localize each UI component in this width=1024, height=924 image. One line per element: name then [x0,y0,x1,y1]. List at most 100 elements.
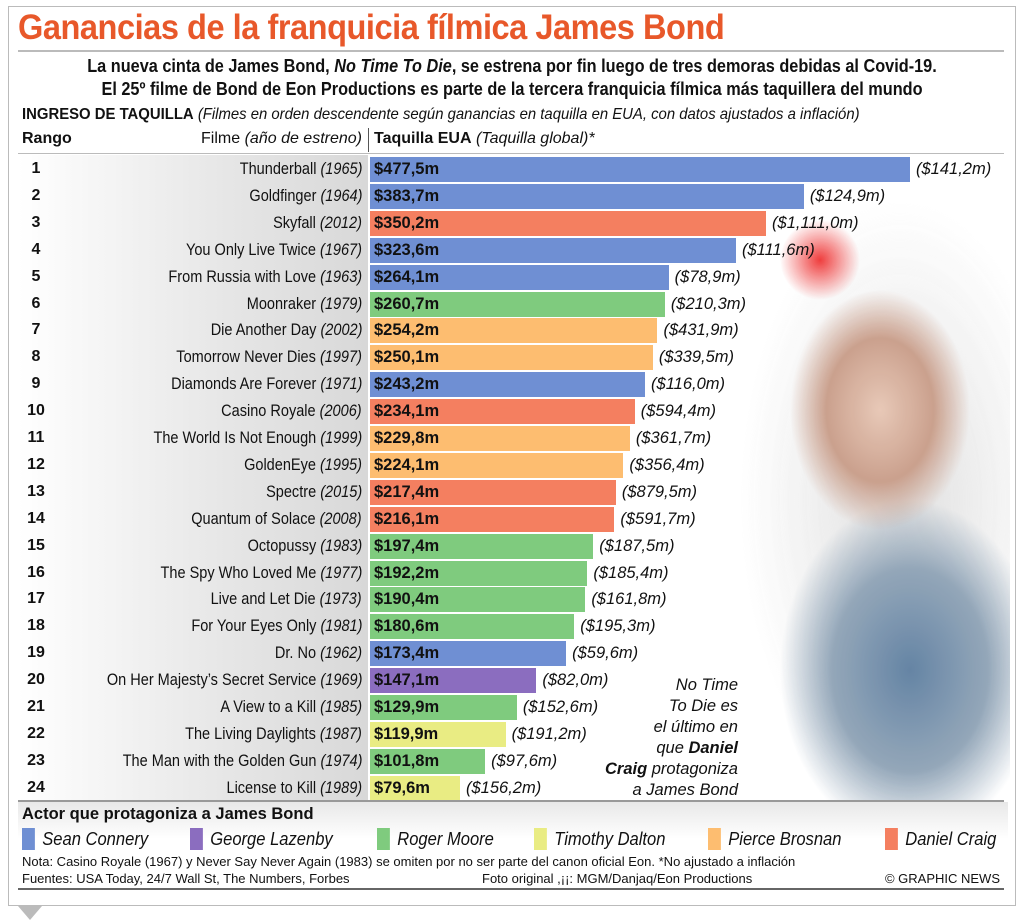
table-row: 11 The World Is Not Enough (1999) $229,8m (… [18,426,1008,451]
footnote: Nota: Casino Royale (1967) y Never Say N… [22,854,796,869]
box-header: Taquilla EUA (Taquilla global)* [374,130,595,147]
film-year: (1995) [320,455,362,474]
bar [370,533,594,559]
us-value-label: $147,1m [374,671,440,690]
table-row: 22 The Living Daylights (1987) $119,9m ($19… [18,721,1008,747]
callout-pointer [18,906,42,920]
global-value-label: ($156,2m) [466,778,542,797]
film-title: Die Another Day [210,321,316,340]
film-year: (1971) [320,375,362,394]
film-year: (2002) [320,321,362,340]
film-label: License to Kill (1989) [226,779,362,798]
rank-label: 4 [31,240,41,258]
legend-swatch [534,828,547,850]
us-value-label: $260,7m [374,294,440,313]
film-year: (1989) [320,778,362,797]
daniel-craig-illustration [730,150,1010,800]
label-column-background [18,155,368,800]
us-value-label: $264,1m [374,267,440,286]
bar [370,587,586,613]
legend-item: Daniel Craig [885,828,996,850]
film-year: (2008) [320,509,362,528]
global-value-label: ($141,2m) [916,160,992,178]
film-label: The World Is Not Enough (1999) [153,429,362,448]
us-value-label: $192,2m [374,563,440,582]
film-title: The Spy Who Loved Me [160,563,316,582]
annotation-no-time-to-die: No Time To Die es el último en que Daniel … [604,676,738,799]
film-title: Moonraker [246,294,316,313]
rank-label: 18 [27,617,45,635]
global-value-label: ($356,4m) [629,455,705,474]
table-row: 10 Casino Royale (2006) $234,1m ($594,4m) [18,399,1008,425]
global-value-label: ($879,5m) [621,482,698,501]
film-label: Quantum of Solace (2008) [192,510,362,529]
global-value-label: ($195,3m) [580,617,656,636]
bar [370,426,630,451]
rank-label: 13 [27,482,45,500]
film-year: (1987) [320,724,362,743]
film-title: The Man with the Golden Gun [122,751,316,770]
us-value-label: $477,5m [374,160,440,178]
bar [370,721,506,747]
global-value-label: ($191,2m) [511,724,587,743]
film-title: On Her Majesty’s Secret Service [106,671,316,690]
legend-swatch [22,828,35,850]
legend-swatch [190,828,203,850]
film-label: You Only Live Twice (1967) [186,241,362,260]
film-title: From Russia with Love [168,267,316,286]
rank-header: Rango [22,130,72,147]
bar [370,560,588,586]
film-title: Spectre [265,482,316,501]
rank-label: 6 [31,294,41,312]
bar [370,695,517,720]
table-row: 13 Spectre (2015) $217,4m ($879,5m) [18,479,1008,505]
film-label: Goldfinger (1964) [249,187,362,206]
legend-swatch [885,828,898,850]
film-label: Spectre (2015) [266,483,362,502]
film-title: Thunderball [239,160,316,178]
global-value-label: ($361,7m) [635,429,712,447]
film-year: (2006) [320,402,362,421]
rank-label: 24 [27,778,45,796]
film-title: A View to a Kill [220,698,316,716]
global-value-label: ($210,3m) [670,294,747,313]
film-label: The Living Daylights (1987) [185,725,362,744]
global-value-label: ($152,6m) [522,698,599,716]
section-header: INGRESO DE TAQUILLA (Filmes en orden des… [22,106,860,123]
film-title: Octopussy [247,536,316,555]
bar [370,237,736,263]
film-year: (1969) [320,671,362,690]
film-label: Die Another Day (2002) [210,321,362,340]
bar [370,748,486,774]
us-value-label: $216,1m [374,509,440,528]
film-year: (2012) [320,213,362,232]
legend-label: Pierce Brosnan [728,828,842,849]
bar [370,157,910,182]
film-year: (1983) [320,536,362,555]
table-row: 19 Dr. No (1962) $173,4m ($59,6m) [18,641,1008,667]
us-value-label: $323,6m [374,240,440,259]
bar [370,372,646,398]
global-value-label: ($591,7m) [620,509,696,528]
legend-label: Timothy Dalton [554,828,666,849]
us-value-label: $224,1m [374,455,440,474]
rank-label: 11 [27,429,45,446]
film-title: Skyfall [273,213,316,232]
legend-item: George Lazenby [190,828,333,850]
legend-item: Roger Moore [377,828,494,850]
film-label: Thunderball (1965) [239,160,362,179]
global-value-label: ($161,8m) [591,590,667,609]
rank-label: 14 [27,509,45,527]
film-year: (1977) [320,563,362,582]
film-year: (1964) [320,186,362,205]
film-label: The Spy Who Loved Me (1977) [160,564,362,583]
film-title: Tomorrow Never Dies [176,348,316,367]
us-value-label: $350,2m [374,213,440,232]
legend-title: Actor que protagoniza a James Bond [22,805,314,823]
film-year: (1963) [320,267,362,286]
bar [370,210,767,236]
bar [370,506,615,532]
film-label: From Russia with Love (1963) [168,268,362,287]
film-year: (1981) [320,617,362,636]
table-row: 3 Skyfall (2012) $350,2m ($1,111,0m) [18,210,1008,236]
